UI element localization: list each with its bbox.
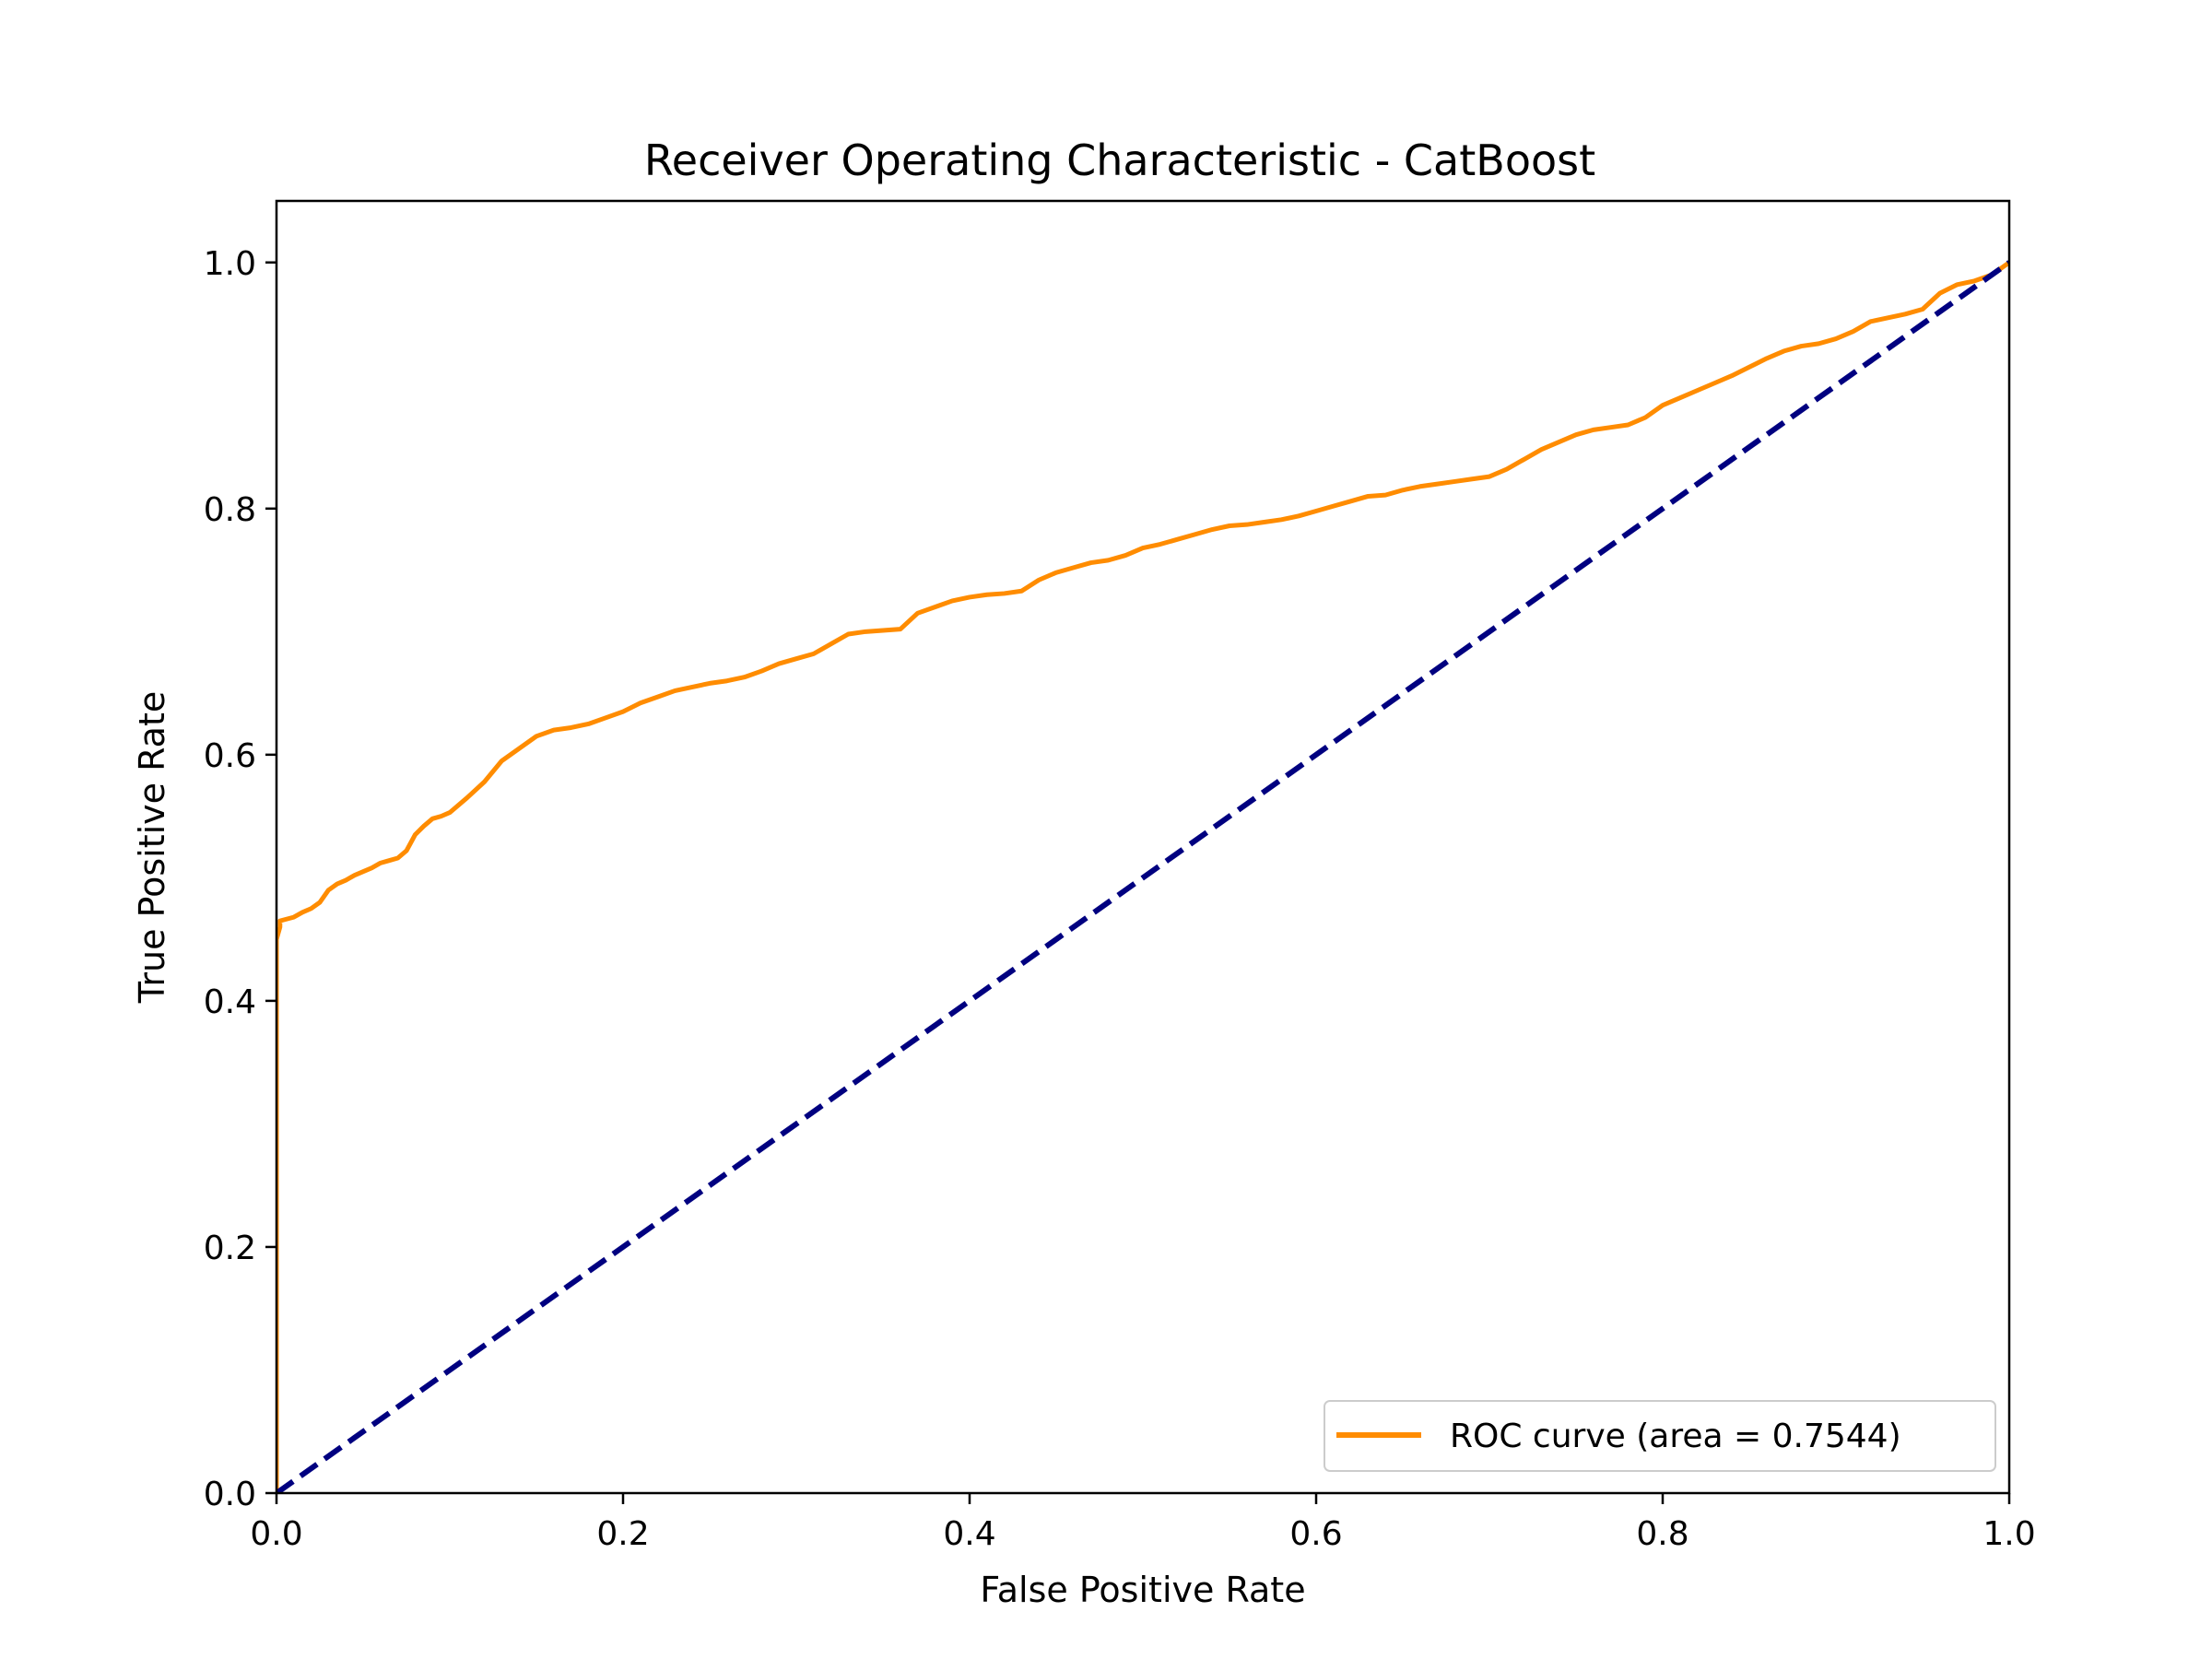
x-tick-label: 0.6: [1289, 1515, 1342, 1553]
y-tick-label: 0.4: [204, 983, 256, 1021]
legend-entry-label: ROC curve (area = 0.7544): [1450, 1418, 1901, 1455]
plot-area: [275, 199, 2011, 1495]
y-axis-label: True Positive Rate: [132, 691, 172, 1005]
y-tick-label: 0.6: [204, 737, 256, 775]
chance-diagonal-line: [276, 260, 2009, 1493]
plot-frame: [275, 199, 2011, 1495]
series-layer: [276, 260, 2009, 1493]
y-tick-label: 0.8: [204, 491, 256, 529]
x-tick-label: 0.8: [1636, 1515, 1688, 1553]
y-tick-label: 1.0: [204, 245, 256, 283]
x-axis-ticks: 0.0 0.2 0.4 0.6 0.8 1.0: [250, 1493, 2036, 1553]
x-tick-label: 0.4: [943, 1515, 995, 1553]
y-tick-label: 0.0: [204, 1476, 256, 1513]
y-axis-ticks: 0.0 0.2 0.4 0.6 0.8 1.0: [204, 245, 276, 1513]
x-tick-label: 0.0: [250, 1515, 302, 1553]
chart-title: Receiver Operating Characteristic - CatB…: [644, 135, 1595, 185]
legend-box: [1324, 1400, 1996, 1472]
roc-curve-line: [276, 260, 2009, 1493]
x-tick-label: 0.2: [596, 1515, 649, 1553]
x-axis-label: False Positive Rate: [980, 1570, 1305, 1610]
y-tick-label: 0.2: [204, 1230, 256, 1267]
plot-background: [276, 201, 2009, 1493]
legend: ROC curve (area = 0.7544): [1324, 1400, 1996, 1472]
x-tick-label: 1.0: [1983, 1515, 2035, 1553]
